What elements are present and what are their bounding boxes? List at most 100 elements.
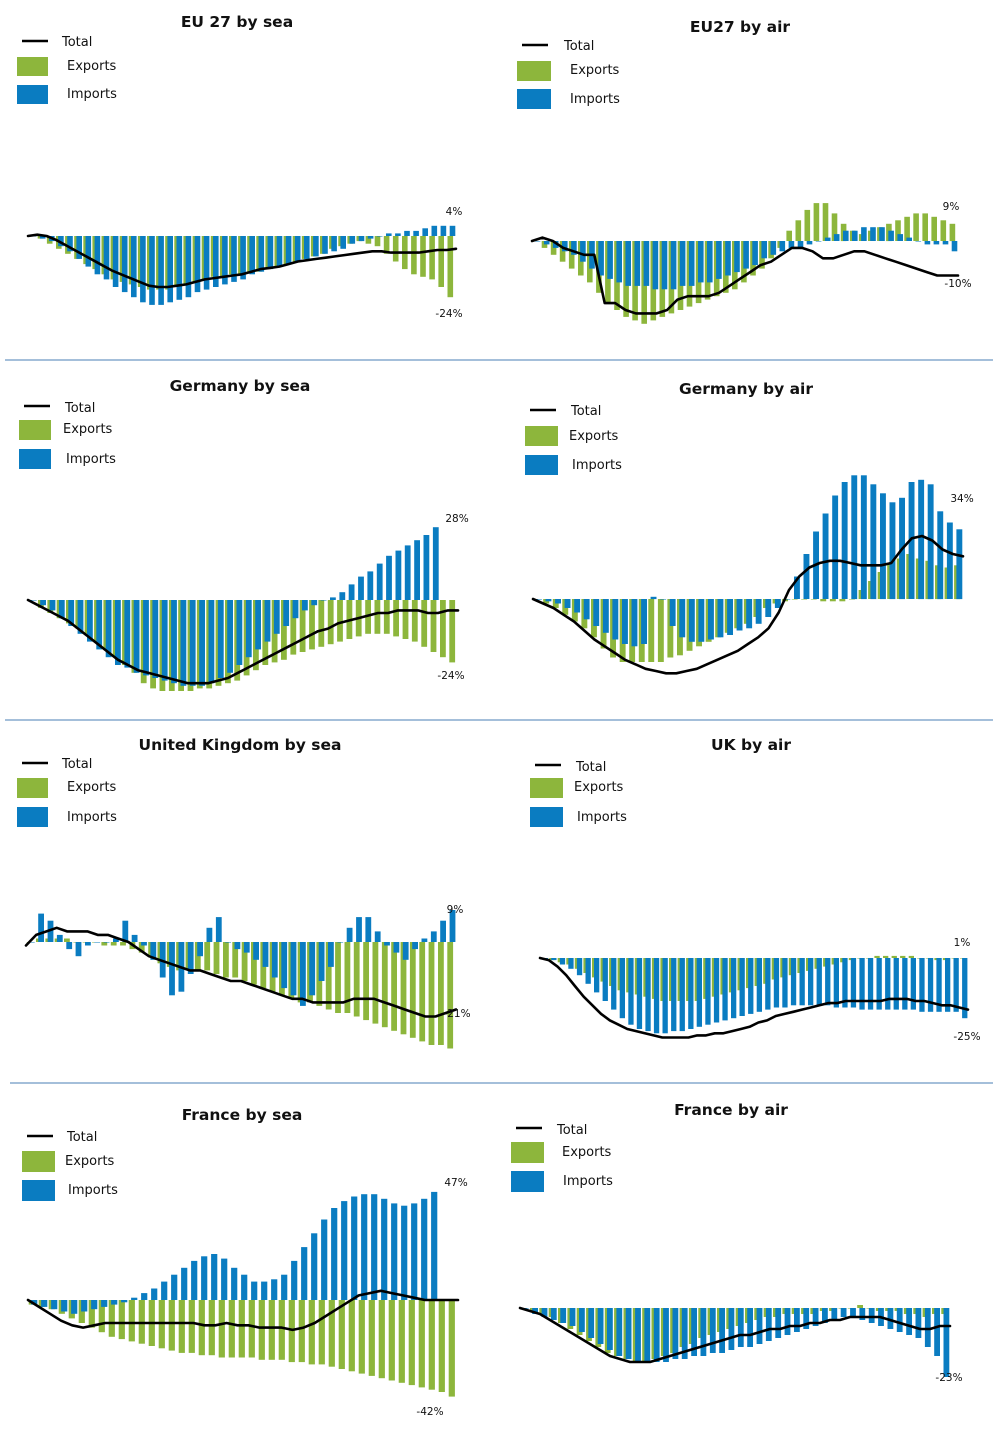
imports-bar <box>81 1300 88 1312</box>
imports-bar <box>322 236 328 254</box>
imports-bar <box>803 1308 810 1329</box>
imports-bar <box>131 236 137 298</box>
plot-area <box>24 910 458 1049</box>
imports-bar <box>283 600 290 626</box>
imports-bar <box>784 599 791 600</box>
series-imports <box>31 1191 438 1314</box>
imports-bar <box>670 241 677 290</box>
imports-bar <box>571 241 577 255</box>
plot-area <box>518 1305 952 1377</box>
separators <box>5 359 993 1084</box>
imports-bar <box>698 599 705 642</box>
legend-exports-label: Exports <box>63 422 113 437</box>
imports-bar <box>619 958 625 1019</box>
imports-bar <box>822 1308 828 1323</box>
imports-bar <box>169 942 175 996</box>
end-label-low: -23% <box>935 1372 962 1384</box>
exports-bar <box>64 938 70 942</box>
exports-bar <box>420 236 426 277</box>
imports-bar <box>946 522 953 599</box>
imports-bar <box>825 958 831 1006</box>
imports-bar <box>691 1308 697 1356</box>
exports-bar <box>268 1300 275 1360</box>
imports-bar <box>870 227 876 241</box>
exports-bar <box>411 600 418 642</box>
imports-bar <box>215 917 222 942</box>
legend-imports-swatch <box>511 1171 544 1192</box>
imports-bar <box>794 1308 800 1332</box>
imports-bar <box>545 599 552 602</box>
exports-bar <box>438 1300 445 1392</box>
total-line <box>531 534 965 675</box>
exports-bar <box>383 600 390 634</box>
legend-imports-label: Imports <box>67 87 117 102</box>
imports-bar <box>66 942 73 950</box>
imports-bar <box>67 236 73 252</box>
series-imports <box>28 910 456 1006</box>
exports-bar <box>791 599 798 600</box>
imports-bar <box>709 1308 716 1353</box>
imports-bar <box>602 958 608 1001</box>
imports-bar <box>951 241 958 252</box>
imports-bar <box>541 1308 548 1317</box>
end-label-low: -10% <box>944 278 971 290</box>
imports-bar <box>431 1191 438 1300</box>
imports-bar <box>794 576 800 599</box>
imports-bar <box>112 236 119 287</box>
exports-bar <box>849 599 855 600</box>
imports-bar <box>803 554 810 599</box>
imports-bar <box>560 1308 567 1323</box>
imports-bar <box>101 1300 108 1307</box>
imports-bar <box>262 942 269 967</box>
exports-bar <box>667 599 674 658</box>
imports-bar <box>365 917 372 942</box>
imports-bar <box>644 1308 651 1362</box>
imports-bar <box>602 599 609 633</box>
imports-bar <box>831 1308 838 1320</box>
legend-exports-swatch <box>19 420 51 440</box>
imports-bar <box>765 1308 772 1341</box>
imports-bar <box>76 236 82 259</box>
imports-bar <box>756 1308 763 1344</box>
exports-bar <box>922 213 928 241</box>
imports-bar <box>824 237 831 241</box>
imports-bar <box>725 241 731 276</box>
legend-total-label: Total <box>66 1130 97 1145</box>
imports-bar <box>255 600 261 650</box>
exports-bar <box>248 1300 255 1358</box>
end-label-low: -24% <box>435 308 462 320</box>
exports-bar <box>383 236 390 254</box>
imports-bar <box>708 599 714 640</box>
exports-bar <box>795 220 802 241</box>
exports-bar <box>232 942 239 978</box>
exports-bar <box>258 1300 265 1360</box>
imports-bar <box>870 484 877 600</box>
imports-bar <box>411 1203 418 1300</box>
imports-bar <box>719 1308 725 1353</box>
imports-bar <box>555 599 561 604</box>
imports-bar <box>75 942 82 957</box>
imports-bar <box>790 958 797 1006</box>
imports-bar <box>56 934 63 942</box>
exports-bar <box>374 600 381 634</box>
imports-bar <box>816 958 822 1006</box>
imports-bar <box>937 511 944 600</box>
exports-bar <box>325 942 332 1010</box>
imports-bar <box>58 600 65 619</box>
exports-bar <box>278 1300 285 1360</box>
legend-imports-swatch <box>517 89 551 109</box>
chart-title: France by air <box>674 1101 788 1119</box>
imports-bar <box>888 230 894 241</box>
exports-bar <box>223 942 229 978</box>
imports-bar <box>933 241 940 245</box>
imports-bar <box>643 241 650 286</box>
imports-bar <box>799 958 805 1006</box>
imports-bar <box>761 241 767 259</box>
end-label-high: 9% <box>447 904 464 916</box>
chart-title: France by sea <box>182 1106 303 1124</box>
imports-bar <box>124 600 131 668</box>
chart-panel-germany-sea: Germany by sea Total Exports Imports 28%… <box>19 377 469 691</box>
imports-bar <box>386 555 392 600</box>
imports-bar <box>449 910 456 942</box>
imports-bar <box>833 958 839 1008</box>
